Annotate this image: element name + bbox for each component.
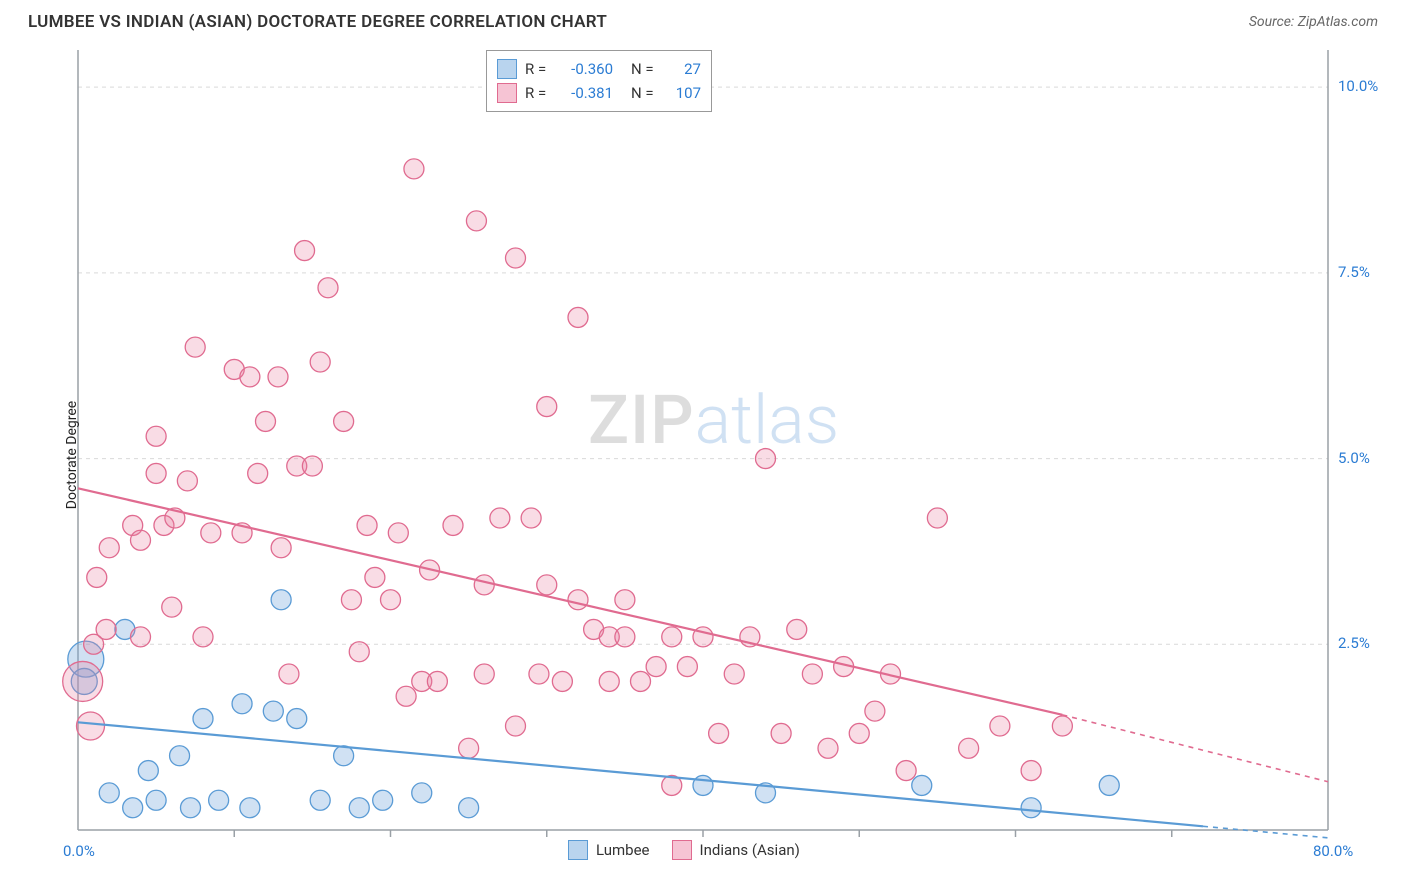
stats-n-value: 27 [667, 60, 701, 78]
chart-title: LUMBEE VS INDIAN (ASIAN) DOCTORATE DEGRE… [28, 12, 607, 32]
stats-swatch [497, 83, 517, 103]
legend-swatch [672, 840, 692, 860]
source-attribution: Source: ZipAtlas.com [1249, 14, 1378, 30]
stats-n-label: N = [631, 60, 659, 78]
legend-swatch [568, 840, 588, 860]
legend-label: Indians (Asian) [700, 841, 800, 859]
y-tick-label: 5.0% [1338, 449, 1370, 467]
y-tick-label: 2.5% [1338, 634, 1370, 652]
y-tick-label: 7.5% [1338, 263, 1370, 281]
legend-item: Lumbee [568, 840, 650, 860]
stats-swatch [497, 59, 517, 79]
series-legend: Lumbee Indians (Asian) [568, 840, 800, 860]
stats-r-label: R = [525, 84, 553, 102]
legend-label: Lumbee [596, 841, 650, 859]
stats-n-value: 107 [667, 84, 701, 102]
scatter-chart [28, 40, 1378, 870]
correlation-stats-box: R = -0.360 N = 27 R = -0.381 N = 107 [486, 50, 712, 112]
chart-container: Doctorate Degree ZIPatlas R = -0.360 N =… [28, 40, 1378, 870]
stats-row: R = -0.360 N = 27 [497, 57, 701, 81]
stats-r-label: R = [525, 60, 553, 78]
y-tick-label: 10.0% [1338, 77, 1378, 95]
stats-r-value: -0.381 [561, 84, 613, 102]
stats-n-label: N = [631, 84, 659, 102]
stats-row: R = -0.381 N = 107 [497, 81, 701, 105]
stats-r-value: -0.360 [561, 60, 613, 78]
y-axis-label: Doctorate Degree [64, 401, 80, 509]
legend-item: Indians (Asian) [672, 840, 800, 860]
x-tick-label: 0.0% [63, 842, 95, 860]
x-tick-label: 80.0% [1313, 842, 1353, 860]
